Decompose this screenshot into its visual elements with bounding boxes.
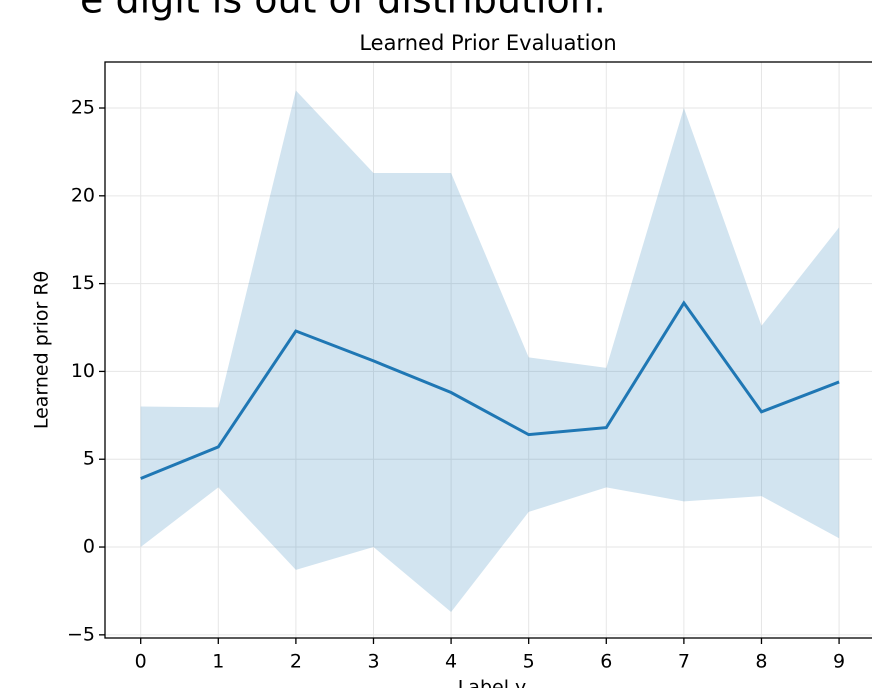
x-tick-label: 2 — [290, 651, 302, 673]
y-tick-label: 5 — [83, 448, 95, 470]
x-tick-label: 8 — [755, 651, 767, 673]
x-tick-label: 7 — [678, 651, 690, 673]
x-tick-label: 4 — [445, 651, 457, 673]
plot-frame — [104, 61, 872, 639]
x-tick-label: 5 — [523, 651, 535, 673]
series-line — [140, 300, 840, 480]
page-heading: e digit is out of distribution. — [80, 0, 606, 22]
x-tick-label: 6 — [600, 651, 612, 673]
y-tick-label: 25 — [71, 97, 95, 119]
x-tick-label: 3 — [367, 651, 379, 673]
y-tick-label: 10 — [71, 360, 95, 382]
y-tick-label: 0 — [83, 536, 95, 558]
y-axis-label: Learned prior Rθ — [31, 271, 53, 429]
x-tick-label: 0 — [135, 651, 147, 673]
y-tick-label: 15 — [71, 272, 95, 294]
x-axis-label: Label y — [458, 677, 527, 688]
confidence-band — [140, 90, 840, 613]
x-tick-label: 9 — [833, 651, 845, 673]
y-tick-label: 20 — [71, 184, 95, 206]
y-tick-label: −5 — [67, 623, 95, 645]
chart-title: Learned Prior Evaluation — [359, 31, 616, 55]
x-tick-label: 1 — [212, 651, 224, 673]
